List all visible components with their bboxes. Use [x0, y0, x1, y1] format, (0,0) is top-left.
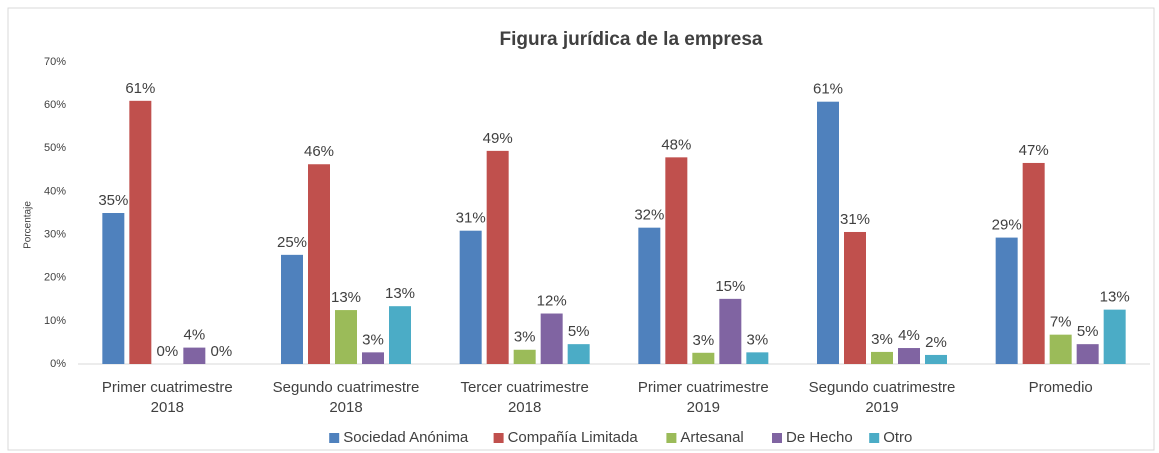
bar: [335, 310, 357, 364]
data-label: 15%: [715, 278, 745, 295]
data-label: 2%: [925, 334, 947, 351]
bar: [567, 344, 590, 364]
bar: [1022, 162, 1045, 364]
legend-swatch: [666, 433, 677, 443]
data-label: 48%: [661, 136, 691, 153]
legend-label: Artesanal: [680, 429, 743, 446]
bar: [871, 351, 893, 364]
data-label: 31%: [456, 210, 486, 227]
x-tick-label: Segundo cuatrimestre: [273, 379, 420, 396]
data-label: 4%: [898, 327, 920, 344]
bar: [1103, 309, 1126, 364]
bar: [486, 150, 509, 364]
data-label: 3%: [746, 331, 768, 348]
chart-title: Figura jurídica de la empresa: [500, 29, 763, 50]
data-label: 35%: [98, 192, 128, 209]
bar: [1076, 344, 1099, 364]
data-label: 7%: [1050, 314, 1072, 331]
bar: [638, 227, 661, 364]
bar: [362, 352, 384, 364]
data-label: 13%: [1100, 289, 1130, 306]
y-tick-label: 0%: [50, 358, 66, 370]
x-tick-label: Tercer cuatrimestre: [460, 379, 588, 396]
data-label: 47%: [1019, 142, 1049, 159]
data-label: 61%: [813, 81, 843, 98]
data-label: 49%: [483, 130, 513, 147]
bar: [719, 298, 742, 364]
bar: [898, 348, 920, 364]
bar: [183, 347, 206, 364]
legend-swatch: [869, 433, 880, 443]
y-tick-label: 30%: [44, 228, 66, 240]
bar: [1049, 334, 1072, 364]
x-tick-label: Primer cuatrimestre: [638, 379, 769, 396]
bar: [844, 231, 866, 364]
bar: [746, 352, 769, 364]
bar: [665, 157, 688, 364]
data-label: 3%: [514, 329, 536, 346]
legend-swatch: [772, 433, 782, 443]
y-tick-label: 10%: [44, 315, 66, 327]
y-tick-label: 60%: [44, 99, 66, 111]
x-tick-label: 2018: [329, 399, 362, 416]
y-tick-label: 70%: [44, 56, 66, 68]
legend-swatch: [493, 433, 504, 443]
data-label: 3%: [362, 331, 384, 348]
x-tick-label: 2019: [687, 399, 720, 416]
data-label: 12%: [537, 292, 567, 309]
legend-swatch: [329, 433, 340, 443]
x-tick-label: 2019: [865, 399, 898, 416]
data-label: 5%: [568, 323, 590, 340]
data-label: 61%: [125, 80, 155, 97]
y-tick-label: 50%: [44, 142, 66, 154]
legend-label: Otro: [883, 429, 912, 446]
bar: [459, 230, 482, 364]
bar: [389, 306, 411, 364]
data-label: 46%: [304, 143, 334, 160]
data-label: 31%: [840, 211, 870, 228]
data-label: 4%: [183, 327, 205, 344]
legend-label: Sociedad Anónima: [343, 429, 469, 446]
bar: [692, 352, 715, 364]
data-label: 32%: [634, 207, 664, 224]
data-label: 5%: [1077, 323, 1099, 340]
bar: [102, 213, 125, 364]
chart-frame: [7, 7, 1155, 451]
bar: [540, 313, 563, 364]
data-label: 3%: [871, 331, 893, 348]
y-tick-label: 40%: [44, 185, 66, 197]
bar: [281, 254, 303, 364]
data-label: 0%: [156, 343, 178, 360]
bar: [513, 349, 536, 364]
data-label: 0%: [210, 343, 232, 360]
data-label: 13%: [385, 285, 415, 302]
y-axis-label: Porcentaje: [23, 201, 34, 249]
y-tick-label: 20%: [44, 272, 66, 284]
legend-label: De Hecho: [786, 429, 853, 446]
data-label: 3%: [692, 332, 714, 349]
bar: [308, 164, 330, 364]
bar: [129, 100, 152, 364]
data-label: 25%: [277, 234, 307, 251]
data-label: 29%: [992, 217, 1022, 234]
data-label: 13%: [331, 289, 361, 306]
x-tick-label: Segundo cuatrimestre: [809, 379, 956, 396]
bar: [817, 101, 839, 364]
bar: [925, 354, 947, 364]
bar: [995, 237, 1018, 364]
legend-label: Compañía Limitada: [508, 429, 639, 446]
x-tick-label: 2018: [508, 399, 541, 416]
x-tick-label: Promedio: [1029, 379, 1093, 396]
x-tick-label: Primer cuatrimestre: [102, 379, 233, 396]
x-tick-label: 2018: [151, 399, 184, 416]
